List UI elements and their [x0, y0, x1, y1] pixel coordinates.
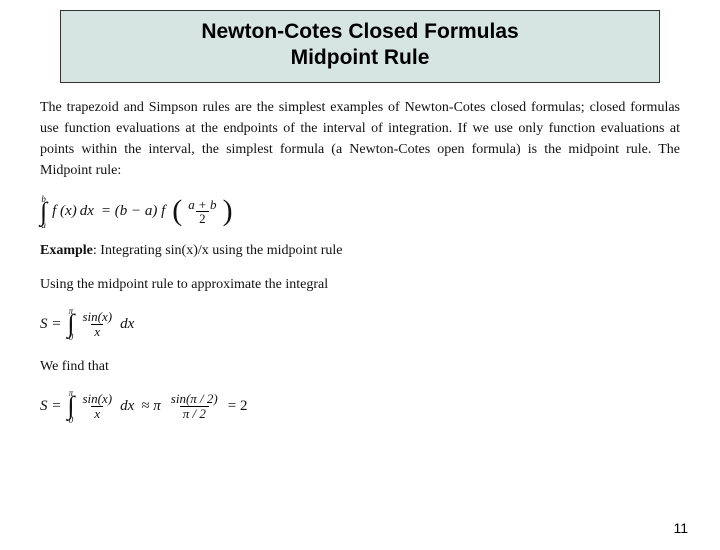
fraction-sinx-x: sin(x) x: [80, 310, 116, 338]
integral-lower: a: [41, 221, 46, 229]
fraction-ab2: a + b 2: [185, 198, 219, 226]
lparen-icon: (: [172, 199, 182, 223]
fraction-sinx-x-3: sin(x) x: [80, 392, 116, 420]
fraction-den-2: x: [91, 324, 103, 339]
integral-lower-3: 0: [69, 416, 74, 424]
title-box: Newton-Cotes Closed Formulas Midpoint Ru…: [60, 10, 660, 83]
equation-S-result: S = π ∫ 0 sin(x) x dx ≈ π sin(π / 2) π /…: [40, 389, 680, 423]
equation-S-integral: S = π ∫ 0 sin(x) x dx: [40, 307, 680, 341]
example-line: Example: Integrating sin(x)/x using the …: [40, 243, 680, 259]
fraction-den: 2: [196, 211, 209, 226]
fraction-den-3a: x: [91, 406, 103, 421]
fraction-num: a + b: [185, 198, 219, 212]
fraction-num-3a: sin(x): [80, 392, 116, 406]
integrand: f (x): [52, 203, 77, 220]
intro-paragraph: The trapezoid and Simpson rules are the …: [40, 97, 680, 181]
page-number: 11: [673, 520, 688, 536]
lhs-S: S =: [40, 316, 61, 333]
equation-midpoint-rule: b ∫ a f (x) dx = (b − a) f ( a + b 2 ): [40, 195, 680, 229]
dvar-3: dx: [120, 398, 134, 415]
integral-symbol-2: π ∫ 0: [67, 307, 74, 341]
findline: We find that: [40, 359, 680, 375]
fraction-sinpi2: sin(π / 2) π / 2: [168, 392, 221, 420]
fraction-den-3b: π / 2: [180, 406, 209, 421]
integral-lower-2: 0: [69, 333, 74, 341]
dvar-2: dx: [120, 316, 134, 333]
rhs-prefix: = (b − a) f: [101, 203, 165, 220]
subline: Using the midpoint rule to approximate t…: [40, 277, 680, 293]
lhs-S-3: S =: [40, 398, 61, 415]
title-line-1: Newton-Cotes Closed Formulas: [71, 19, 649, 45]
dvar: dx: [80, 203, 94, 220]
title-line-2: Midpoint Rule: [71, 45, 649, 71]
integral-symbol: b ∫ a: [40, 195, 47, 229]
content-area: The trapezoid and Simpson rules are the …: [40, 97, 680, 424]
fraction-num-3b: sin(π / 2): [168, 392, 221, 406]
example-label: Example: [40, 243, 93, 258]
equals-2: = 2: [228, 398, 248, 415]
approx-pi: ≈ π: [141, 398, 161, 415]
integral-symbol-3: π ∫ 0: [67, 389, 74, 423]
rparen-icon: ): [223, 199, 233, 223]
fraction-num-2: sin(x): [80, 310, 116, 324]
example-text: : Integrating sin(x)/x using the midpoin…: [93, 243, 343, 258]
